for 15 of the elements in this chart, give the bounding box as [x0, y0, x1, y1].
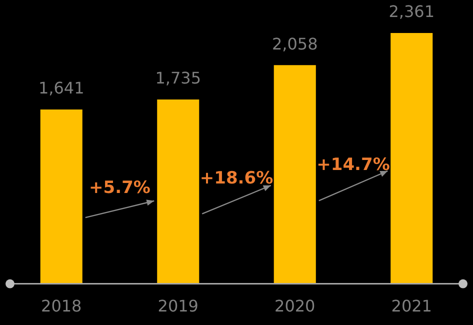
annotation: +5.7%: [89, 178, 150, 198]
data-label: 1,735: [155, 68, 202, 88]
x-tick-label: 2020: [274, 296, 316, 316]
annotation: +14.7%: [316, 154, 390, 175]
x-tick-label: 2021: [391, 296, 432, 316]
data-label: 1,641: [38, 78, 84, 98]
x-tick-label: 2018: [41, 296, 82, 316]
data-label: 2,058: [272, 34, 318, 54]
bar: [390, 33, 433, 284]
annotation: +18.6%: [200, 168, 274, 189]
bar: [157, 100, 200, 284]
bar: [274, 65, 316, 284]
data-label: 2,361: [388, 2, 435, 22]
x-tick-label: 2019: [158, 296, 198, 316]
bar: [40, 109, 82, 284]
